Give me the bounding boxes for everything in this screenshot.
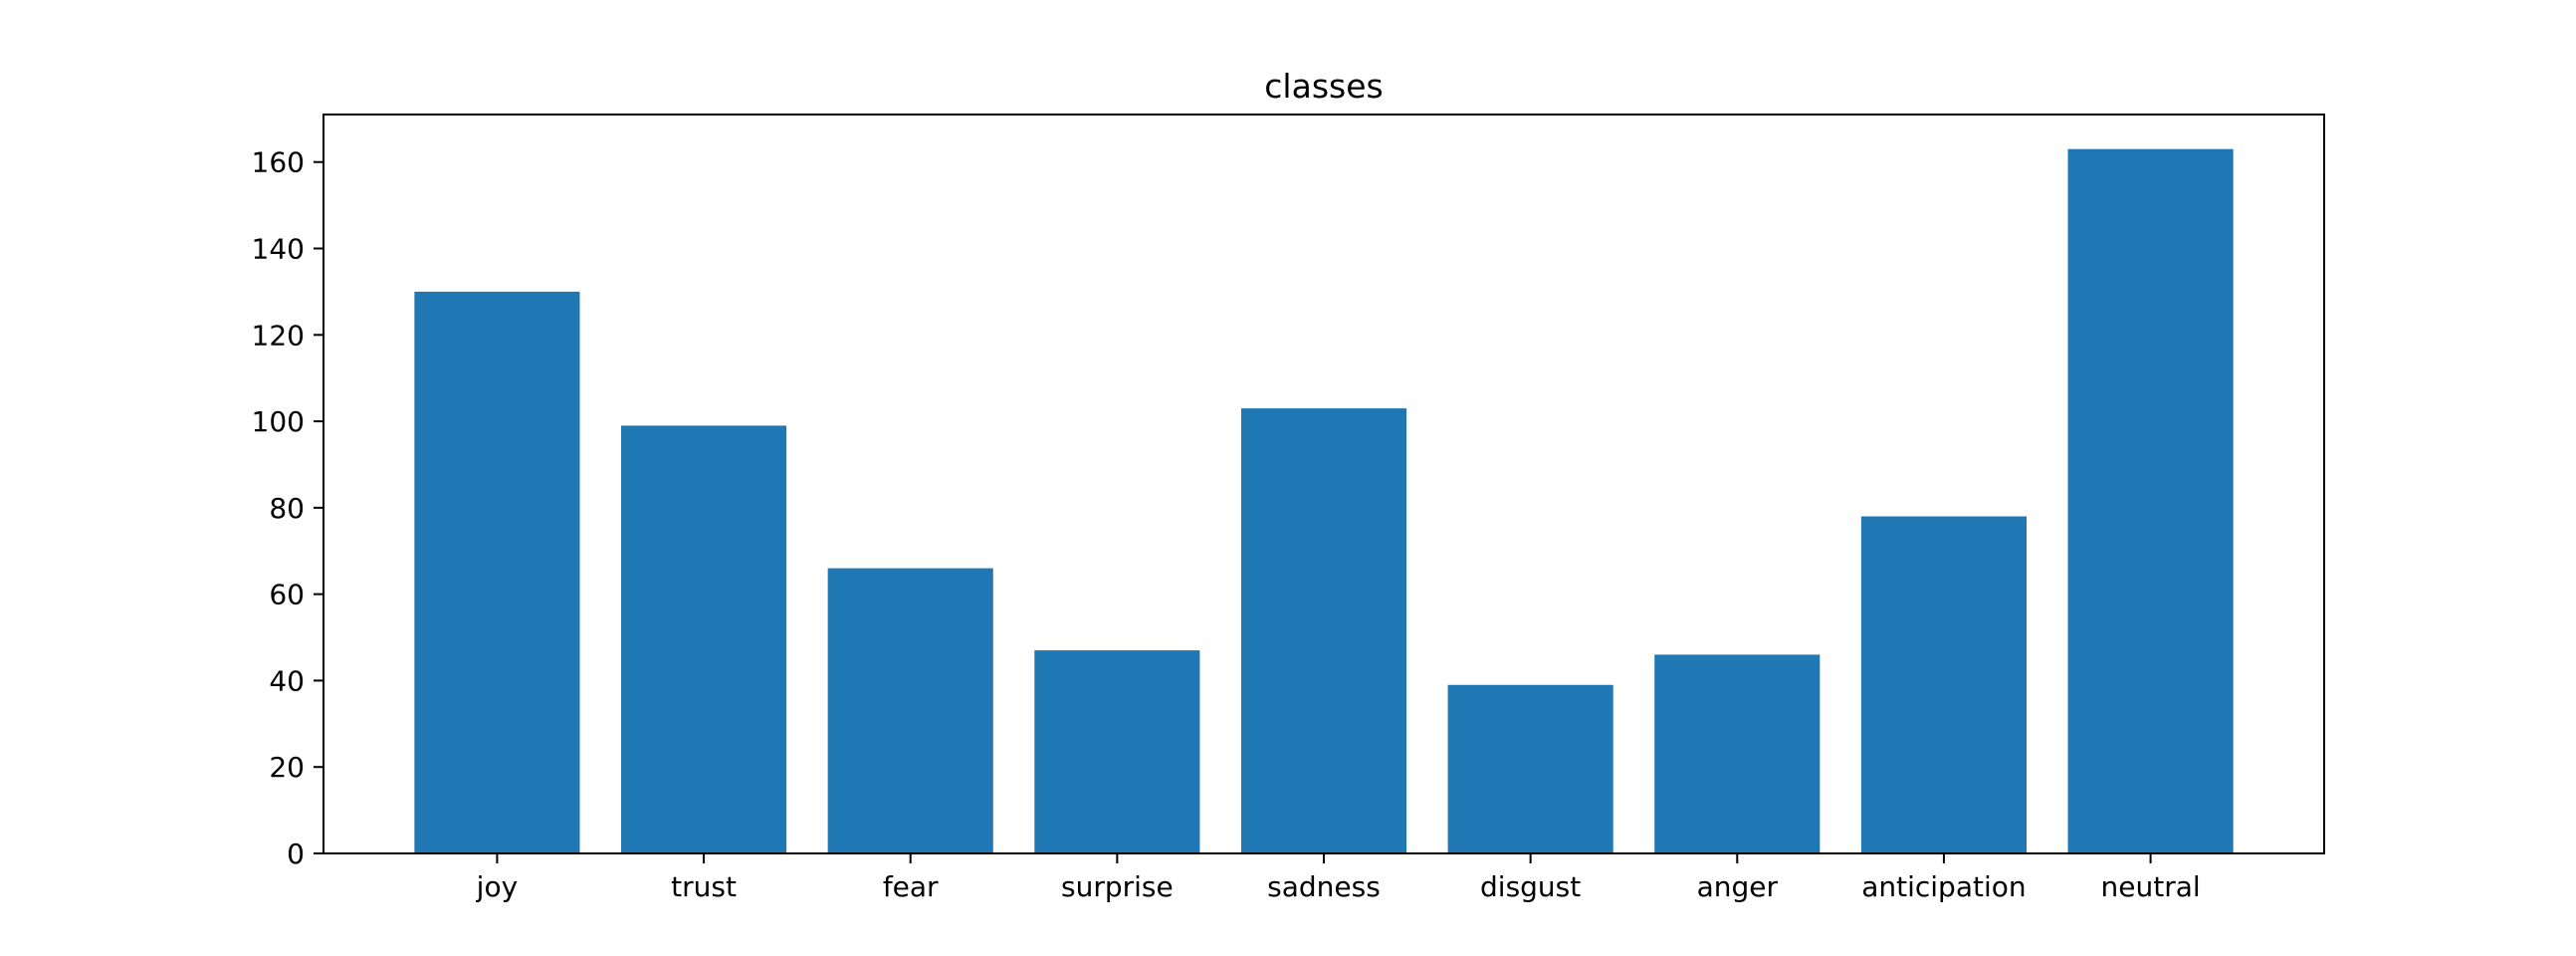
x-tick-label: neutral (2101, 870, 2201, 903)
bar-trust (621, 425, 787, 853)
bar-fear (827, 568, 993, 853)
y-axis: 0 20 40 60 80 100 120 140 160 (252, 146, 323, 870)
x-tick-label: fear (883, 870, 939, 903)
bar-neutral (2067, 148, 2234, 854)
bar-disgust (1447, 684, 1613, 853)
x-tick-label: sadness (1267, 870, 1381, 903)
bar-anger (1654, 654, 1821, 853)
x-tick-label: anticipation (1861, 870, 2026, 903)
y-tick-label: 140 (252, 233, 305, 266)
y-tick-label: 0 (287, 837, 305, 870)
y-tick-label: 120 (252, 319, 305, 352)
y-tick-label: 80 (269, 492, 305, 525)
bar-sadness (1240, 408, 1407, 853)
x-tick-label: trust (671, 870, 737, 903)
bar-joy (414, 291, 580, 853)
bar-anticipation (1860, 516, 2027, 853)
y-tick-label: 40 (269, 664, 305, 697)
y-tick-label: 100 (252, 405, 305, 438)
bar-surprise (1034, 650, 1200, 853)
x-tick-label: disgust (1480, 870, 1581, 903)
bars-layer (414, 148, 2234, 854)
x-tick-label: surprise (1061, 870, 1174, 903)
y-tick-label: 20 (269, 751, 305, 784)
plot-frame (322, 114, 2325, 854)
y-tick-label: 60 (269, 579, 305, 611)
y-tick-label: 160 (252, 146, 305, 179)
chart-title: classes (1264, 67, 1383, 106)
x-axis: joy trust fear surprise sadness disgust anger a… (476, 853, 2201, 903)
x-tick-label: joy (476, 870, 518, 903)
x-tick-label: anger (1697, 870, 1779, 903)
